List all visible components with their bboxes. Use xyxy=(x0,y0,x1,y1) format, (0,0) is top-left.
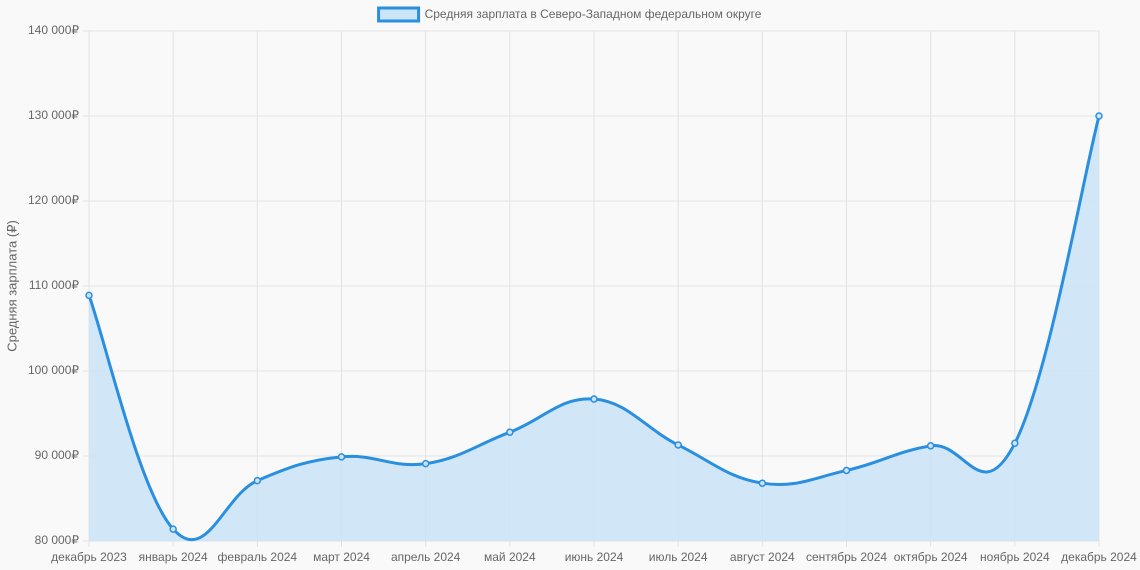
y-tick-label: 140 000₽ xyxy=(28,23,79,37)
x-tick-label: май 2024 xyxy=(484,550,536,564)
x-tick-label: сентябрь 2024 xyxy=(806,550,887,564)
x-tick-label: февраль 2024 xyxy=(218,550,298,564)
point xyxy=(842,466,851,475)
y-tick-label: 110 000₽ xyxy=(29,278,79,292)
x-tick-label: декабрь 2023 xyxy=(51,550,127,564)
x-tick-label: июль 2024 xyxy=(649,550,708,564)
x-tick-label: ноябрь 2024 xyxy=(980,550,1050,564)
x-tick-label: июнь 2024 xyxy=(565,550,624,564)
point xyxy=(1011,439,1019,447)
x-tick-label: октябрь 2024 xyxy=(894,550,968,564)
y-tick-label: 90 000₽ xyxy=(35,448,80,462)
line xyxy=(87,115,1101,542)
point xyxy=(85,291,93,300)
point xyxy=(674,441,682,449)
x-tick-label: январь 2024 xyxy=(139,550,208,564)
point xyxy=(337,453,346,461)
legend-label[interactable]: Средняя зарплата в Северо-Западном федер… xyxy=(425,7,762,21)
point xyxy=(758,479,767,487)
y-tick-label: 130 000₽ xyxy=(28,108,79,122)
x-tick-label: август 2024 xyxy=(730,550,795,564)
point xyxy=(1095,112,1103,120)
point xyxy=(590,395,598,403)
y-tick-label: 80 000₽ xyxy=(35,533,80,547)
x-tick-label: март 2024 xyxy=(313,550,370,564)
y-tick-label: 100 000₽ xyxy=(28,363,79,377)
point xyxy=(169,525,177,533)
point xyxy=(506,428,514,436)
y-axis-label: Средняя зарплата (₽) xyxy=(4,220,19,352)
area xyxy=(89,116,1099,541)
x-tick-label: апрель 2024 xyxy=(391,550,461,564)
x-tick-label: декабрь 2024 xyxy=(1061,550,1137,564)
point xyxy=(926,442,935,450)
point xyxy=(253,476,262,485)
legend-swatch[interactable] xyxy=(377,6,421,23)
y-tick-label: 120 000₽ xyxy=(28,193,79,207)
point xyxy=(421,459,430,468)
